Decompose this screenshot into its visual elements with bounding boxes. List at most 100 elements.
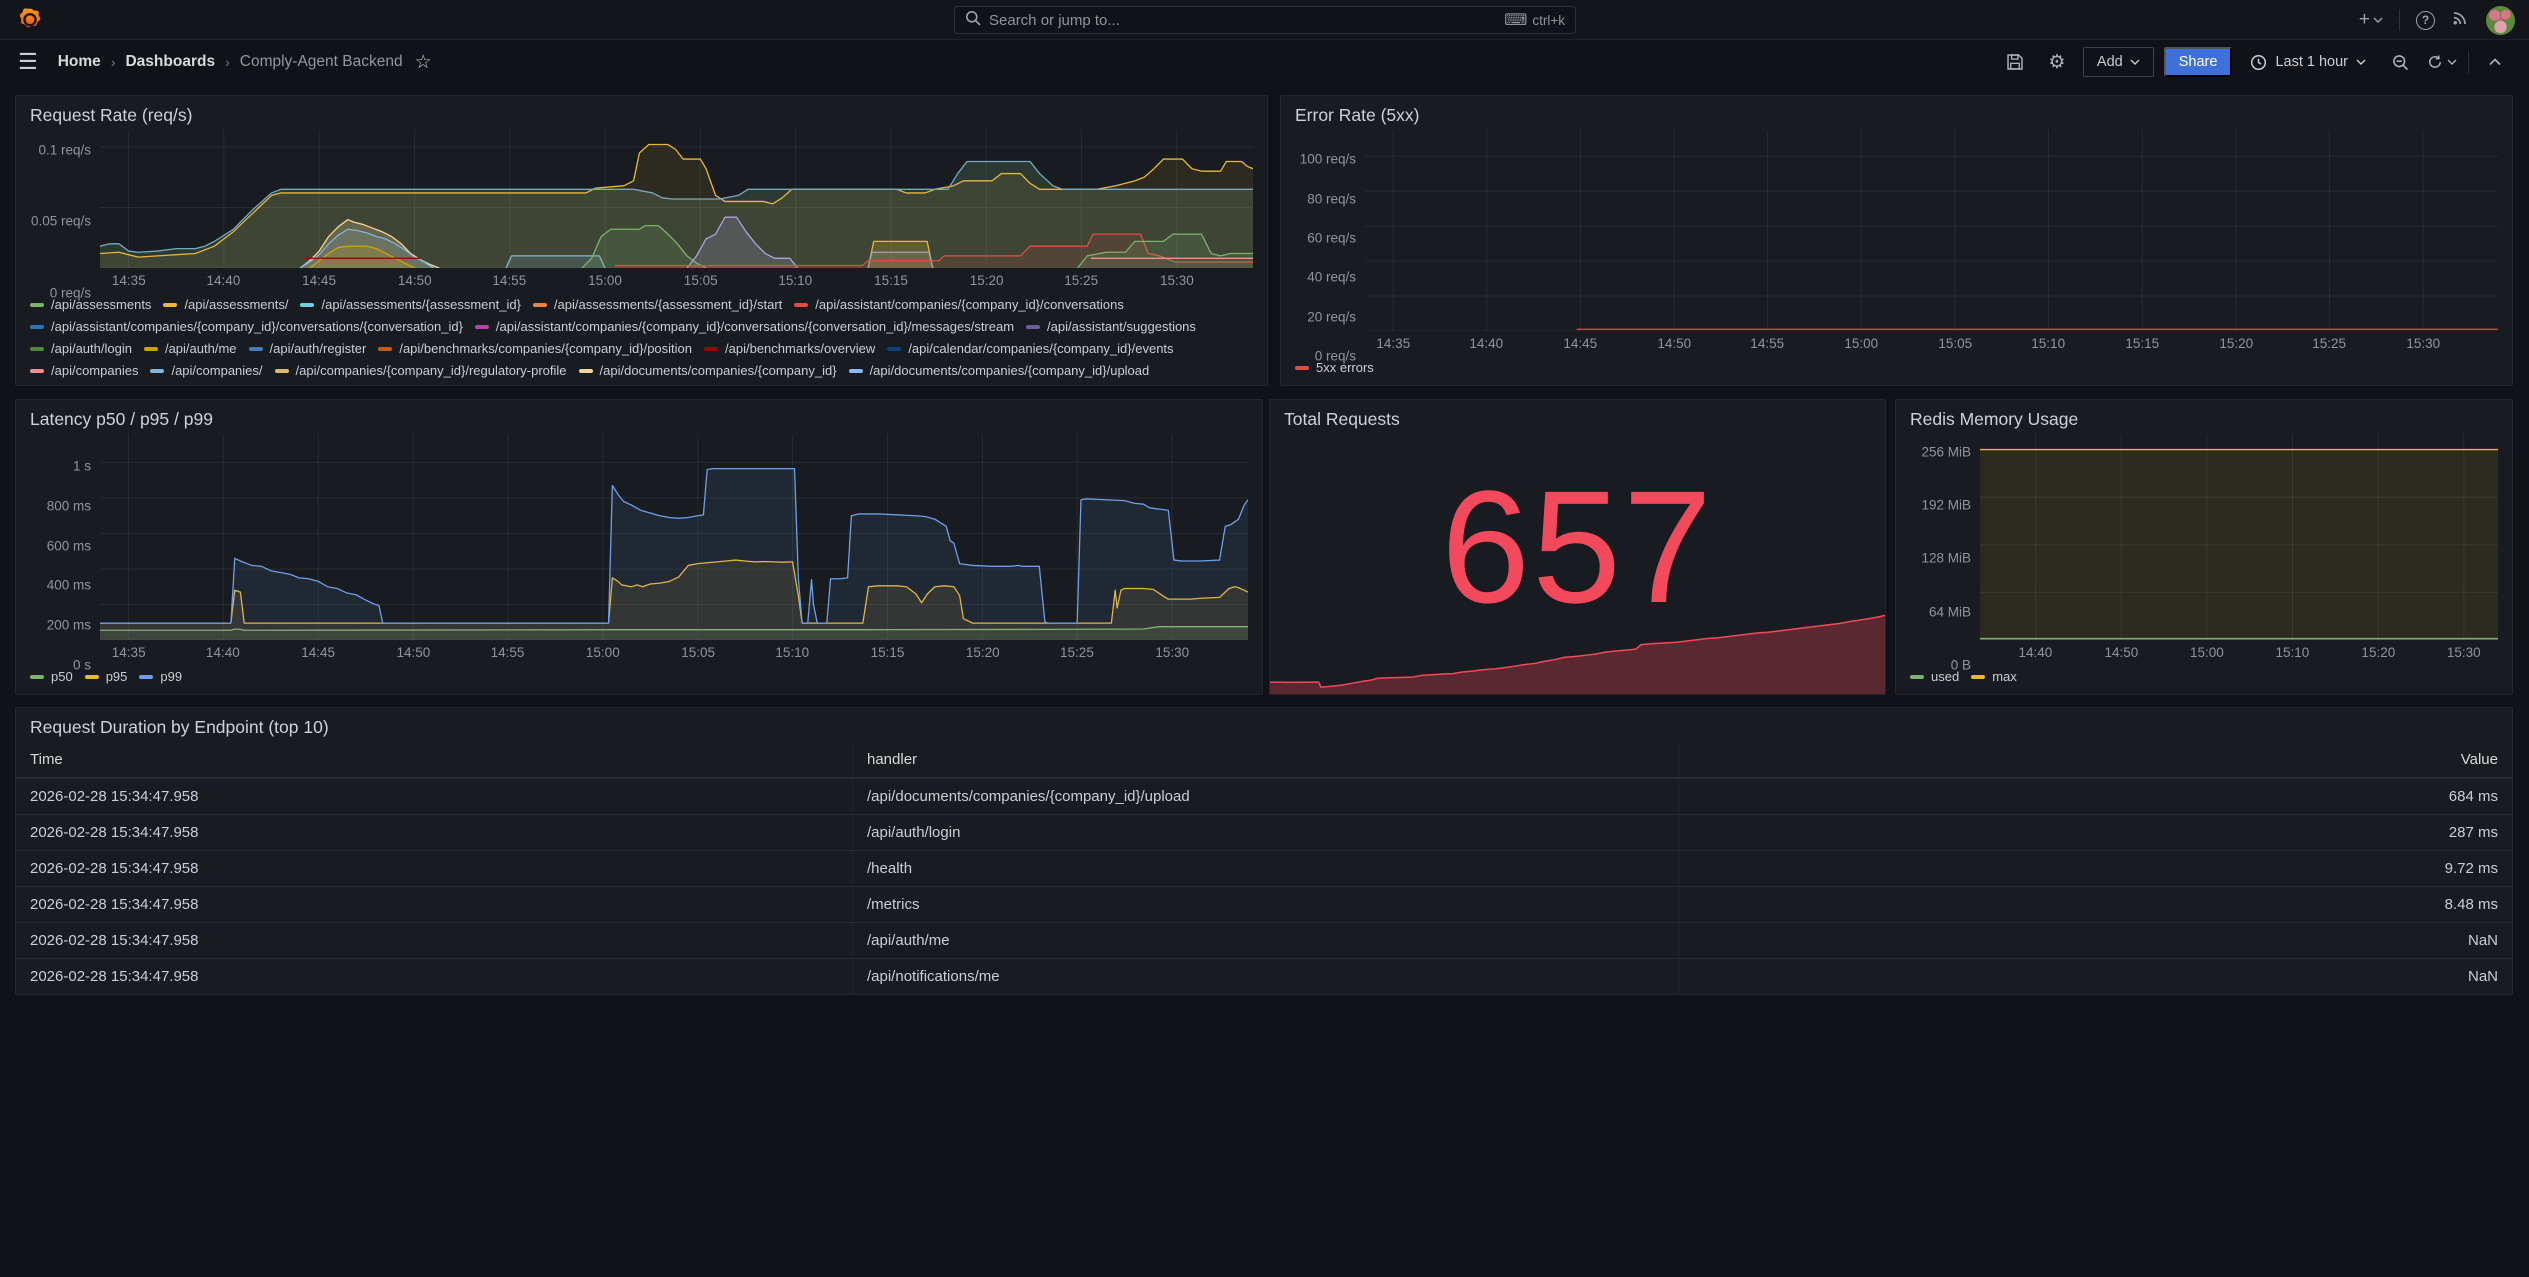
- help-icon[interactable]: ?: [2416, 11, 2435, 30]
- collapse-topbar-button[interactable]: [2479, 47, 2511, 77]
- y-tick-label: 1 s: [73, 458, 91, 473]
- add-panel-button[interactable]: Add: [2083, 47, 2154, 77]
- favorite-star-icon[interactable]: ☆: [415, 51, 432, 74]
- legend-item[interactable]: p95: [85, 668, 128, 686]
- legend-swatch: [533, 303, 547, 307]
- table-row[interactable]: 2026-02-28 15:34:47.958 /health 9.72 ms: [16, 850, 2512, 886]
- cell-time: 2026-02-28 15:34:47.958: [16, 896, 852, 913]
- x-tick-label: 14:50: [2105, 645, 2139, 660]
- time-series-plot[interactable]: [1980, 434, 2498, 640]
- column-header-handler[interactable]: handler: [852, 742, 1678, 777]
- legend-swatch: [1026, 325, 1040, 329]
- legend-item[interactable]: /api/assessments/{assessment_id}: [300, 296, 520, 314]
- y-axis: 0.1 req/s0.05 req/s0 req/s: [24, 130, 100, 293]
- legend-item[interactable]: /api/companies: [30, 362, 138, 380]
- legend-item[interactable]: max: [1971, 668, 2017, 686]
- legend-item[interactable]: /api/assistant/suggestions: [1026, 318, 1196, 336]
- cell-value: NaN: [1678, 923, 2512, 958]
- panel-title[interactable]: Request Duration by Endpoint (top 10): [16, 708, 2512, 738]
- x-tick-label: 15:00: [588, 273, 622, 288]
- panel-request-duration-table: Request Duration by Endpoint (top 10) Ti…: [15, 707, 2513, 995]
- dashboard-settings-button[interactable]: ⚙: [2041, 47, 2073, 77]
- chevron-right-icon: ›: [225, 54, 230, 70]
- table-row[interactable]: 2026-02-28 15:34:47.958 /api/notificatio…: [16, 958, 2512, 994]
- table-row[interactable]: 2026-02-28 15:34:47.958 /api/documents/c…: [16, 778, 2512, 814]
- avatar[interactable]: [2486, 6, 2515, 35]
- x-tick-label: 15:30: [1160, 273, 1194, 288]
- panel-title[interactable]: Total Requests: [1270, 400, 1885, 432]
- search-field[interactable]: [989, 12, 1496, 29]
- panel-title[interactable]: Latency p50 / p95 / p99: [16, 400, 1262, 432]
- x-axis: 14:4014:5015:0015:1015:2015:30: [1980, 640, 2498, 665]
- new-button[interactable]: +: [2359, 9, 2383, 31]
- time-series-plot[interactable]: [1365, 130, 2498, 331]
- cell-handler: /api/notifications/me: [852, 959, 1678, 994]
- x-tick-label: 15:10: [2275, 645, 2309, 660]
- x-axis: 14:3514:4014:4514:5014:5515:0015:0515:10…: [100, 268, 1253, 293]
- legend-item[interactable]: p50: [30, 668, 73, 686]
- legend-item[interactable]: /api/assistant/companies/{company_id}/co…: [30, 318, 463, 336]
- panel-title[interactable]: Redis Memory Usage: [1896, 400, 2512, 432]
- legend-item[interactable]: /api/assessments/: [163, 296, 288, 314]
- y-tick-label: 80 req/s: [1307, 191, 1356, 206]
- x-tick-label: 15:05: [684, 273, 718, 288]
- breadcrumb-home[interactable]: Home: [58, 53, 101, 71]
- y-tick-label: 256 MiB: [1921, 444, 1971, 459]
- x-tick-label: 14:50: [396, 645, 430, 660]
- legend-swatch: [849, 369, 863, 373]
- legend-item[interactable]: /api/benchmarks/companies/{company_id}/p…: [378, 340, 692, 358]
- legend-swatch: [378, 347, 392, 351]
- legend-item[interactable]: /api/documents/companies/{company_id}/up…: [849, 362, 1150, 380]
- legend-item[interactable]: /api/auth/me: [144, 340, 237, 358]
- y-tick-label: 0 req/s: [50, 286, 91, 301]
- menu-icon[interactable]: ☰: [18, 51, 38, 73]
- x-tick-label: 15:25: [1060, 645, 1094, 660]
- legend-item[interactable]: /api/auth/login: [30, 340, 132, 358]
- table-row[interactable]: 2026-02-28 15:34:47.958 /api/auth/me NaN: [16, 922, 2512, 958]
- legend-swatch: [1295, 366, 1309, 370]
- cell-time: 2026-02-28 15:34:47.958: [16, 824, 852, 841]
- legend-item[interactable]: /api/assistant/companies/{company_id}/co…: [475, 318, 1014, 336]
- save-dashboard-button[interactable]: [1999, 47, 2031, 77]
- x-tick-label: 15:20: [966, 645, 1000, 660]
- news-icon[interactable]: [2451, 8, 2470, 32]
- time-series-plot[interactable]: [100, 130, 1253, 268]
- x-tick-label: 15:10: [2031, 336, 2065, 351]
- cell-value: 8.48 ms: [1678, 887, 2512, 922]
- legend-item[interactable]: /api/companies/: [150, 362, 262, 380]
- table-row[interactable]: 2026-02-28 15:34:47.958 /metrics 8.48 ms: [16, 886, 2512, 922]
- time-series-plot[interactable]: [100, 434, 1248, 640]
- search-input[interactable]: ⌨ ctrl+k: [954, 6, 1576, 34]
- legend-item[interactable]: p99: [139, 668, 182, 686]
- share-button[interactable]: Share: [2164, 47, 2233, 77]
- x-tick-label: 14:55: [492, 273, 526, 288]
- legend-item[interactable]: /api/assistant/companies/{company_id}/co…: [794, 296, 1124, 314]
- legend-item[interactable]: /api/calendar/companies/{company_id}/eve…: [887, 340, 1173, 358]
- x-tick-label: 15:30: [2447, 645, 2481, 660]
- panel-title[interactable]: Error Rate (5xx): [1281, 96, 2512, 128]
- legend-swatch: [139, 675, 153, 679]
- column-header-time[interactable]: Time: [16, 751, 852, 768]
- legend-swatch: [300, 303, 314, 307]
- y-tick-label: 192 MiB: [1921, 497, 1971, 512]
- legend: 5xx errors: [1281, 356, 2512, 385]
- legend-item[interactable]: /api/documents/companies/{company_id}: [579, 362, 837, 380]
- refresh-button[interactable]: [2426, 47, 2458, 77]
- legend-item[interactable]: /api/companies/{company_id}/regulatory-p…: [275, 362, 567, 380]
- column-header-value[interactable]: Value: [1678, 742, 2512, 777]
- table-row[interactable]: 2026-02-28 15:34:47.958 /api/auth/login …: [16, 814, 2512, 850]
- zoom-out-button[interactable]: [2384, 47, 2416, 77]
- y-axis: 1 s800 ms600 ms400 ms200 ms0 s: [24, 434, 100, 665]
- breadcrumb: Home › Dashboards › Comply-Agent Backend: [58, 53, 403, 71]
- legend-item[interactable]: /api/benchmarks/overview: [704, 340, 875, 358]
- time-range-picker[interactable]: Last 1 hour: [2242, 47, 2374, 77]
- stat-value: 657: [1270, 455, 1885, 639]
- x-tick-label: 14:35: [112, 273, 146, 288]
- breadcrumb-dashboards[interactable]: Dashboards: [125, 53, 215, 71]
- grafana-logo[interactable]: [17, 7, 43, 33]
- y-tick-label: 0.1 req/s: [38, 143, 91, 158]
- panel-title[interactable]: Request Rate (req/s): [16, 96, 1267, 128]
- x-tick-label: 14:40: [206, 273, 240, 288]
- legend-item[interactable]: /api/auth/register: [249, 340, 367, 358]
- legend-item[interactable]: /api/assessments/{assessment_id}/start: [533, 296, 782, 314]
